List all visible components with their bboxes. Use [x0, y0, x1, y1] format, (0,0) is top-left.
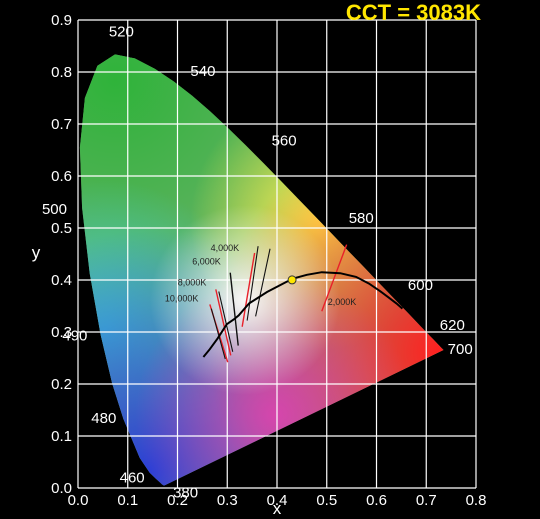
y-tick-label: 0.8	[51, 64, 72, 81]
x-tick-label: 0.8	[466, 492, 487, 509]
isotherm-label: 2,000K	[328, 297, 357, 307]
x-axis-label: x	[273, 499, 282, 518]
x-tick-label: 0.0	[68, 492, 89, 509]
x-tick-label: 0.5	[316, 492, 337, 509]
wavelength-label: 500	[42, 201, 67, 218]
isotherm-label: 8,000K	[178, 277, 207, 287]
isotherm-label: 10,000K	[165, 293, 199, 303]
wavelength-label: 580	[349, 210, 374, 227]
isotherm-guide-line	[255, 248, 271, 317]
x-tick-label: 0.6	[366, 492, 387, 509]
wavelength-label: 460	[120, 469, 145, 486]
tick-labels: 0.0 0.1 0.2 0.3 0.4 0.5 0.6 0.7 0.8 0.0 0.1 0.2 0.3 0…	[51, 12, 486, 509]
wavelength-label: 620	[440, 317, 465, 334]
wavelength-label: 490	[62, 328, 87, 345]
chromaticity-gamut-fill	[79, 54, 444, 486]
wavelength-label: 480	[91, 410, 116, 427]
y-axis-label: y	[32, 243, 41, 262]
y-tick-label: 0.9	[51, 12, 72, 29]
y-tick-label: 0.1	[51, 428, 72, 445]
y-tick-label: 0.2	[51, 376, 72, 393]
isotherm-line	[229, 272, 239, 346]
measured-point-layer	[287, 275, 297, 285]
isotherm-guide-line	[210, 308, 226, 360]
wavelength-label: 540	[190, 63, 215, 80]
x-tick-label: 0.7	[416, 492, 437, 509]
isotherm-line	[321, 244, 348, 312]
x-tick-label: 0.2	[167, 492, 188, 509]
wavelength-label: 600	[408, 277, 433, 294]
wavelength-label: 380	[173, 484, 198, 501]
x-tick-label: 0.1	[117, 492, 138, 509]
grid-lines	[77, 19, 477, 489]
isotherm-label: 6,000K	[192, 257, 221, 267]
isotherm-lines: 10,000K 8,000K 6,000K 4,000K 2,000K	[165, 243, 357, 363]
y-tick-label: 0.0	[51, 480, 72, 497]
x-tick-label: 0.3	[217, 492, 238, 509]
isotherm-guide-line	[246, 246, 259, 321]
measured-point-marker	[287, 275, 297, 285]
wavelength-label: 520	[109, 23, 134, 40]
x-tick-label: 0.4	[267, 492, 288, 509]
y-tick-label: 0.6	[51, 168, 72, 185]
isotherm-line	[241, 252, 256, 327]
wavelength-label: 560	[272, 133, 297, 150]
y-tick-label: 0.7	[51, 116, 72, 133]
wavelength-labels: 380 460 480 490 500 520 540 560 580 600 620 700	[42, 23, 473, 501]
isotherm-line	[215, 289, 232, 356]
y-tick-label: 0.5	[51, 220, 72, 237]
cct-readout: CCT = 3083K	[346, 0, 481, 25]
y-tick-label: 0.3	[51, 324, 72, 341]
wavelength-label: 700	[448, 341, 473, 358]
y-tick-label: 0.4	[51, 272, 72, 289]
isotherm-guide-line	[218, 291, 234, 352]
isotherm-label: 4,000K	[211, 243, 240, 253]
